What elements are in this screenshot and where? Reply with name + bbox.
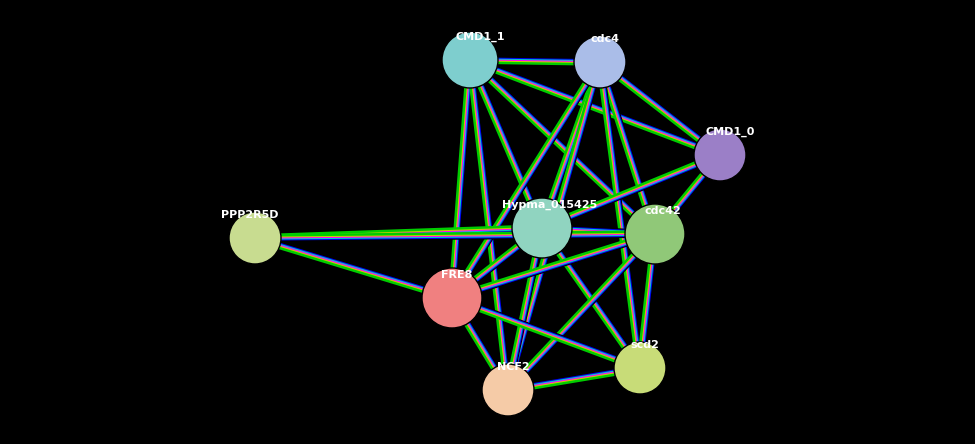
Text: scd2: scd2 <box>631 340 659 350</box>
Circle shape <box>574 36 626 88</box>
Circle shape <box>482 364 534 416</box>
Text: NCF2: NCF2 <box>496 362 529 372</box>
Text: CMD1_0: CMD1_0 <box>705 127 755 137</box>
Circle shape <box>614 342 666 394</box>
Text: CMD1_1: CMD1_1 <box>455 32 505 42</box>
Circle shape <box>512 198 572 258</box>
Circle shape <box>442 32 498 88</box>
Circle shape <box>229 212 281 264</box>
Text: FRE8: FRE8 <box>442 270 473 280</box>
Text: Hypma_015425: Hypma_015425 <box>502 200 598 210</box>
Text: cdc4: cdc4 <box>591 34 619 44</box>
Text: cdc42: cdc42 <box>644 206 682 216</box>
Text: PPP2R5D: PPP2R5D <box>221 210 279 220</box>
Circle shape <box>694 129 746 181</box>
Circle shape <box>422 268 482 328</box>
Circle shape <box>625 204 685 264</box>
